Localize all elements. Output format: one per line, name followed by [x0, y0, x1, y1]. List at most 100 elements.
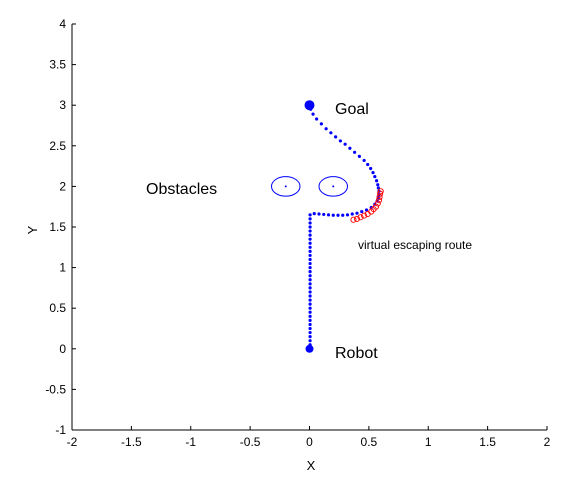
path-point — [362, 158, 366, 163]
path-point — [338, 139, 342, 143]
path-point — [312, 212, 316, 216]
path-point — [308, 253, 312, 258]
x-tick-label: 0.5 — [361, 435, 378, 449]
plot-axes: -2 -1.5 -1 -0.5 0 0.5 1 1.5 2 -1 -0.5 0 0.5 1 1.5 2 2.5 3… — [45, 17, 550, 449]
obstacle-circle — [271, 176, 301, 197]
path-point — [308, 245, 312, 249]
y-axis-label: Y — [25, 225, 40, 234]
y-tick-label: 4 — [59, 17, 66, 31]
x-tick-label: 1 — [425, 435, 432, 449]
path-point — [317, 212, 321, 216]
y-tick-label: 3.5 — [49, 58, 66, 72]
path-point — [308, 302, 312, 306]
path-point — [308, 335, 312, 339]
path-point — [373, 175, 377, 179]
escape-point — [377, 190, 384, 197]
path-point — [308, 221, 312, 225]
path-point — [308, 282, 312, 286]
path-point — [341, 213, 345, 217]
obstacle-center — [332, 185, 335, 188]
path-point — [308, 306, 312, 310]
x-tick-label: -1.5 — [121, 435, 142, 449]
path-point — [308, 310, 312, 314]
path-point — [308, 314, 312, 318]
escape-point — [375, 197, 383, 204]
obstacle-center — [284, 185, 287, 188]
path-point — [374, 179, 379, 183]
path-point — [308, 257, 312, 262]
path-point — [326, 213, 331, 217]
path-point — [308, 330, 312, 335]
path-point — [308, 318, 312, 322]
path-point — [311, 112, 315, 116]
path-point — [350, 212, 354, 216]
escape-route-annotation: virtual escaping route — [358, 238, 472, 252]
escape-point — [350, 216, 357, 223]
obstacles-annotation: Obstacles — [146, 181, 217, 198]
path-point — [322, 212, 326, 217]
robot-marker — [305, 344, 314, 353]
x-axis-label: X — [307, 458, 316, 473]
x-tick-label: 1.5 — [479, 435, 496, 449]
path-point — [376, 183, 380, 187]
y-tick-label: -1 — [55, 423, 66, 437]
path-point — [308, 274, 312, 278]
path-point — [371, 170, 375, 175]
escape-route — [350, 188, 384, 223]
path-point — [308, 261, 312, 266]
path-point — [360, 209, 364, 214]
y-tick-label: 3 — [59, 98, 66, 112]
y-tick-label: 1.5 — [49, 220, 66, 234]
escape-point — [353, 215, 361, 222]
path-point — [355, 211, 359, 215]
goal-marker — [304, 100, 315, 111]
robot-annotation: Robot — [335, 345, 378, 362]
path-point — [353, 150, 357, 154]
path-point — [364, 208, 369, 212]
y-tick-label: 0.5 — [49, 301, 66, 315]
x-tick-label: -0.5 — [240, 435, 261, 449]
path-point — [331, 213, 335, 217]
robot-path — [307, 103, 381, 351]
path-point — [308, 290, 312, 294]
path-point — [308, 286, 312, 290]
x-tick-label: -1 — [185, 435, 196, 449]
path-point — [336, 213, 340, 217]
path-point — [308, 278, 312, 282]
path-point — [308, 266, 312, 270]
y-tick-label: 2.5 — [49, 139, 66, 153]
path-point — [329, 131, 333, 135]
obstacles — [271, 176, 348, 197]
path-point — [315, 117, 319, 121]
y-tick-label: 2 — [59, 179, 66, 193]
path-point — [348, 146, 352, 150]
path-point — [369, 166, 373, 171]
path-point — [308, 322, 312, 327]
x-tick-label: -2 — [67, 435, 78, 449]
path-point — [319, 122, 323, 126]
y-tick-label: 1 — [59, 261, 66, 275]
goal-annotation: Goal — [335, 101, 369, 118]
path-point — [308, 237, 312, 241]
path-point — [308, 339, 312, 343]
path-point — [308, 249, 312, 253]
path-point — [308, 298, 312, 302]
y-tick-label: 0 — [59, 342, 66, 356]
path-point — [308, 326, 312, 331]
path-point — [308, 229, 312, 233]
path-point — [343, 142, 347, 146]
path-point — [308, 213, 312, 217]
y-tick-label: -0.5 — [45, 382, 66, 396]
path-point — [366, 162, 370, 167]
path-point — [308, 294, 312, 298]
escape-point — [376, 193, 383, 201]
path-point — [308, 241, 312, 245]
path-point — [308, 270, 312, 274]
escape-point — [374, 200, 381, 207]
x-tick-label: 0 — [306, 435, 313, 449]
obstacle-circle — [318, 176, 348, 197]
path-point — [324, 127, 328, 131]
escape-point — [372, 203, 380, 210]
path-point — [357, 154, 361, 158]
